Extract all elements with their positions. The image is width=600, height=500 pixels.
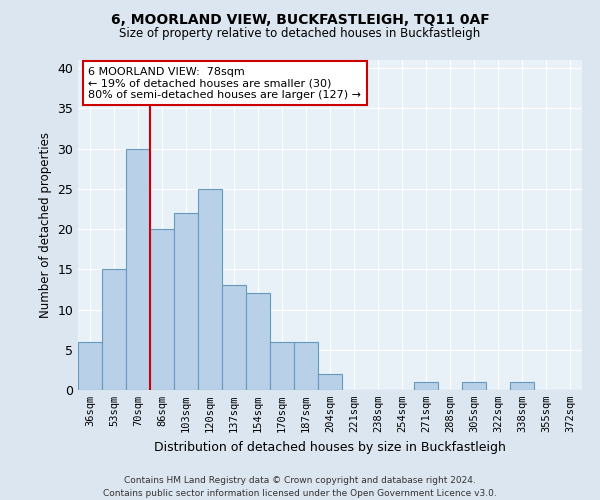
Text: Contains HM Land Registry data © Crown copyright and database right 2024.
Contai: Contains HM Land Registry data © Crown c… — [103, 476, 497, 498]
Bar — [414, 382, 438, 390]
Bar — [102, 270, 126, 390]
Bar — [198, 189, 222, 390]
Bar — [246, 294, 270, 390]
Bar — [222, 286, 246, 390]
Text: 6, MOORLAND VIEW, BUCKFASTLEIGH, TQ11 0AF: 6, MOORLAND VIEW, BUCKFASTLEIGH, TQ11 0A… — [110, 12, 490, 26]
Text: 6 MOORLAND VIEW:  78sqm
← 19% of detached houses are smaller (30)
80% of semi-de: 6 MOORLAND VIEW: 78sqm ← 19% of detached… — [88, 66, 361, 100]
Bar — [174, 213, 198, 390]
Bar — [294, 342, 318, 390]
Bar — [318, 374, 342, 390]
Bar — [270, 342, 294, 390]
Text: Size of property relative to detached houses in Buckfastleigh: Size of property relative to detached ho… — [119, 28, 481, 40]
Bar — [510, 382, 534, 390]
Bar — [150, 229, 174, 390]
Y-axis label: Number of detached properties: Number of detached properties — [39, 132, 52, 318]
Bar — [462, 382, 486, 390]
Bar — [126, 148, 150, 390]
Bar — [78, 342, 102, 390]
X-axis label: Distribution of detached houses by size in Buckfastleigh: Distribution of detached houses by size … — [154, 440, 506, 454]
